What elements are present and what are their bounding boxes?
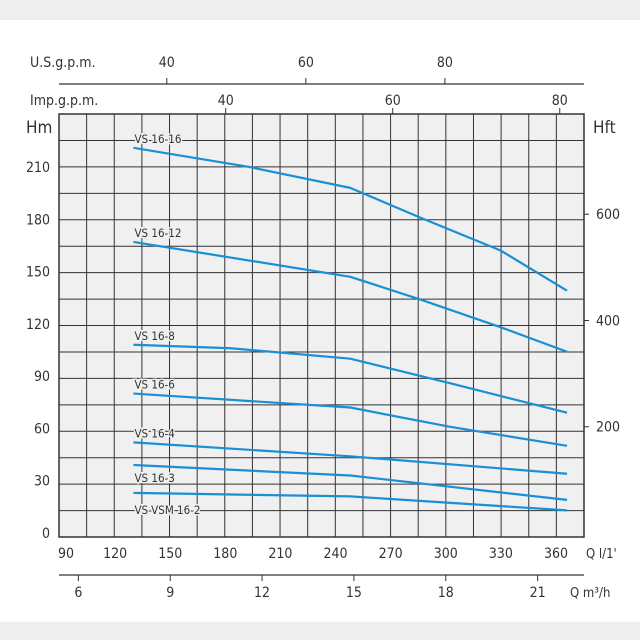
y2-axis-label: Hft <box>593 118 616 138</box>
m3h-tick-label: 12 <box>254 585 270 601</box>
y-tick-label: 90 <box>34 369 50 385</box>
us-gpm-tick-label: 60 <box>298 55 314 71</box>
y-tick-label: 150 <box>26 265 50 281</box>
series-label: VS 16-3 <box>134 471 174 485</box>
m3h-tick-label: 9 <box>166 585 174 601</box>
us-gpm-axis-label: U.S.g.p.m. <box>30 55 95 71</box>
x-axis-label: Q l/1' <box>586 547 617 562</box>
imp-gpm-tick-label: 80 <box>552 93 568 109</box>
series-line-vs-16-6 <box>133 392 568 447</box>
y-tick-label: 180 <box>26 212 50 228</box>
series-label: VS-VSM 16-2 <box>134 503 200 517</box>
y-tick-label: 60 <box>34 421 50 437</box>
series-label: VS 16-12 <box>134 226 181 240</box>
x-tick-label: 360 <box>544 546 568 562</box>
imp-gpm-tick-label: 60 <box>385 93 401 109</box>
bottom-band <box>0 622 640 640</box>
y-tick-label: 30 <box>34 474 50 490</box>
x-tick-label: 240 <box>324 546 348 562</box>
series-label: VS 16-16 <box>134 132 181 146</box>
x-tick-label: 210 <box>268 546 292 562</box>
series-label: VS 16-8 <box>134 329 174 343</box>
m3h-tick-label: 15 <box>346 585 362 601</box>
y2-tick-label: 200 <box>596 420 620 436</box>
x-tick-label: 270 <box>379 546 403 562</box>
x-tick-label: 150 <box>158 546 182 562</box>
m3h-tick-label: 18 <box>438 585 454 601</box>
x-tick-label: 90 <box>58 546 74 562</box>
y-axis-label: Hm <box>26 118 52 138</box>
x-tick-label: 180 <box>213 546 237 562</box>
m3h-axis-label: Q m³/h <box>570 586 610 601</box>
m3h-tick-label: 6 <box>74 585 82 601</box>
series-label: VS 16-4 <box>134 426 174 440</box>
y-tick-label: 210 <box>26 160 50 176</box>
m3h-tick-label: 21 <box>530 585 546 601</box>
us-gpm-tick-label: 40 <box>159 55 175 71</box>
imp-gpm-axis-label: Imp.g.p.m. <box>30 93 98 109</box>
series-line-vs-16-16 <box>133 146 568 292</box>
y2-tick-label: 400 <box>596 313 620 329</box>
y2-tick-label: 600 <box>596 207 620 223</box>
x-tick-label: 330 <box>489 546 513 562</box>
x-tick-label: 120 <box>103 546 127 562</box>
y-tick-label: 120 <box>26 317 50 333</box>
y-tick-label: 0 <box>42 526 50 542</box>
us-gpm-tick-label: 80 <box>437 55 453 71</box>
imp-gpm-tick-label: 40 <box>218 93 234 109</box>
top-band <box>0 0 640 20</box>
x-tick-label: 300 <box>434 546 458 562</box>
series-label: VS 16-6 <box>134 378 174 392</box>
